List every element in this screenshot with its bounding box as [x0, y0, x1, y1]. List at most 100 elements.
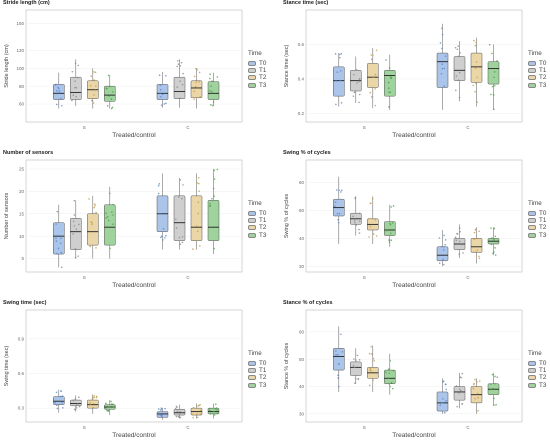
chart-plot: 30 40 50 60 S C: [299, 159, 523, 280]
data-point: [461, 402, 463, 405]
data-point: [182, 184, 184, 186]
data-point: [358, 228, 360, 231]
data-point: [61, 401, 64, 404]
data-point: [74, 80, 76, 82]
data-point: [476, 76, 479, 79]
data-point: [213, 414, 216, 416]
legend-item-t0: T0: [248, 210, 266, 217]
data-point: [91, 398, 94, 400]
data-point: [72, 399, 75, 402]
legend-swatch: [528, 211, 536, 217]
data-point: [93, 79, 96, 81]
data-point: [159, 92, 161, 95]
box-t1: [350, 361, 362, 376]
x-tick-label: C: [466, 125, 470, 130]
data-point: [181, 235, 184, 238]
data-point: [58, 90, 61, 92]
data-point: [388, 372, 390, 375]
legend-swatch: [528, 382, 536, 388]
data-point: [74, 398, 77, 401]
data-point: [372, 233, 375, 235]
data-point: [494, 247, 496, 249]
data-point: [492, 404, 495, 406]
data-point: [196, 68, 199, 71]
data-point: [212, 104, 214, 107]
chart-panel-stride-length: Stride length (cm) 60 80 100 120 150 S C Strid…: [0, 0, 270, 147]
y-tick-label: 25: [19, 167, 25, 172]
data-point: [211, 197, 213, 200]
legend-item-t3: T3: [528, 382, 546, 389]
box-t0: [53, 222, 65, 255]
y-tick-label: 5: [21, 256, 24, 261]
y-tick-label: 150: [16, 21, 24, 26]
chart-plot: 5 10 15 20 25 S C: [19, 159, 243, 280]
data-point: [477, 396, 479, 399]
legend-swatch: [528, 361, 536, 367]
data-point: [176, 410, 179, 413]
data-point: [352, 73, 355, 76]
box-t0: [53, 396, 65, 405]
data-point: [438, 237, 441, 239]
x-axis-label: Treated/control: [112, 432, 156, 439]
data-point: [441, 27, 443, 30]
legend-item-t3: T3: [248, 382, 266, 389]
y-tick-label: 60: [19, 102, 25, 107]
data-point: [105, 407, 107, 409]
data-point: [476, 380, 478, 383]
data-point: [374, 88, 376, 90]
legend-item-t1: T1: [528, 217, 546, 224]
data-point: [160, 96, 162, 98]
data-point: [159, 84, 162, 87]
legend-label: T3: [539, 231, 547, 239]
box-t2: [87, 213, 99, 246]
data-point: [389, 91, 392, 93]
legend: Time T0 T1 T2 T3: [248, 350, 266, 389]
y-tick-label: 60: [299, 180, 305, 185]
data-point: [112, 403, 114, 406]
data-point: [353, 366, 356, 369]
data-point: [335, 103, 337, 106]
legend-label: T1: [259, 367, 267, 375]
data-point: [90, 221, 92, 223]
data-point: [338, 189, 340, 192]
data-point: [388, 67, 391, 69]
data-point: [392, 370, 395, 372]
x-tick-label: S: [83, 125, 86, 130]
box-t0: [436, 52, 449, 88]
legend-label: T2: [539, 374, 547, 382]
data-point: [358, 78, 361, 80]
data-point: [369, 91, 372, 94]
data-point: [442, 249, 445, 251]
legend-item-t1: T1: [528, 367, 546, 374]
data-point: [336, 71, 339, 73]
data-point: [387, 81, 390, 84]
data-point: [370, 369, 372, 372]
data-point: [358, 220, 361, 223]
data-point: [444, 55, 447, 58]
data-point: [93, 71, 95, 73]
y-tick-label: 0.4: [298, 77, 305, 82]
data-point: [160, 104, 163, 106]
data-point: [60, 390, 62, 392]
data-point: [445, 388, 448, 391]
data-point: [354, 196, 357, 199]
data-point: [478, 230, 481, 233]
data-point: [455, 385, 458, 387]
legend-item-t3: T3: [528, 82, 546, 89]
data-point: [212, 187, 215, 190]
data-point: [374, 219, 377, 221]
data-point: [182, 72, 184, 75]
legend-title: Time: [528, 200, 542, 207]
legend-title: Time: [528, 350, 542, 357]
data-point: [216, 408, 218, 411]
data-point: [60, 251, 63, 254]
data-point: [336, 212, 339, 215]
data-point: [178, 236, 181, 239]
data-point: [199, 409, 202, 412]
data-point: [91, 223, 93, 226]
y-tick-label: 10: [19, 234, 25, 239]
data-point: [108, 85, 111, 88]
data-point: [368, 236, 370, 238]
data-point: [335, 350, 337, 352]
x-tick-label: C: [186, 125, 190, 130]
